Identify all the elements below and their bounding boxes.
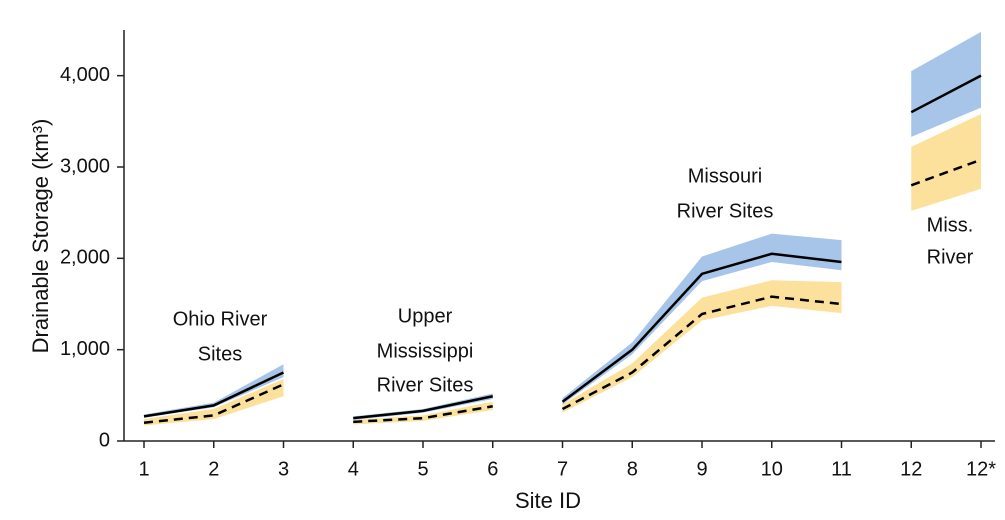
y-tick-label: 4,000	[60, 64, 110, 86]
line	[910, 158, 982, 187]
x-tick-label: 6	[487, 458, 498, 480]
x-tick-label: 12	[900, 458, 922, 480]
line	[143, 383, 285, 424]
group-label: Sites	[198, 343, 242, 365]
line	[353, 395, 494, 420]
band	[911, 114, 981, 211]
x-tick-label: 7	[557, 458, 568, 480]
group-label: Upper	[398, 305, 453, 327]
x-tick-label: 5	[417, 458, 428, 480]
group-label: Ohio River	[173, 308, 268, 330]
line	[910, 74, 982, 114]
band	[144, 378, 284, 426]
group-label: Mississippi	[377, 340, 474, 362]
band	[562, 280, 842, 413]
y-tick-label: 1,000	[60, 338, 110, 360]
x-tick-label: 11	[831, 458, 852, 480]
y-tick-label: 2,000	[60, 247, 110, 269]
y-tick-label: 0	[99, 429, 110, 451]
band	[144, 364, 284, 418]
band	[562, 233, 842, 405]
group-label: Missouri	[688, 165, 762, 187]
line	[561, 252, 842, 403]
x-tick-label: 3	[278, 458, 289, 480]
x-tick-label: 8	[627, 458, 638, 480]
x-tick-label: 10	[761, 458, 783, 480]
x-tick-label: 1	[138, 458, 149, 480]
group-label: Miss.	[927, 214, 974, 236]
x-tick-label: 4	[348, 458, 359, 480]
x-tick-label: 9	[696, 458, 707, 480]
y-tick-label: 3,000	[60, 155, 110, 177]
band	[911, 31, 981, 137]
group-label: River Sites	[377, 374, 474, 396]
line	[143, 371, 285, 418]
x-axis-label: Site ID	[515, 488, 581, 513]
y-axis-label: Drainable Storage (km³)	[28, 119, 53, 354]
line	[353, 405, 493, 424]
x-tick-label: 12*	[966, 458, 996, 480]
group-label: River Sites	[677, 200, 774, 222]
line	[561, 295, 842, 411]
x-tick-label: 2	[208, 458, 219, 480]
group-label: River	[927, 246, 974, 268]
